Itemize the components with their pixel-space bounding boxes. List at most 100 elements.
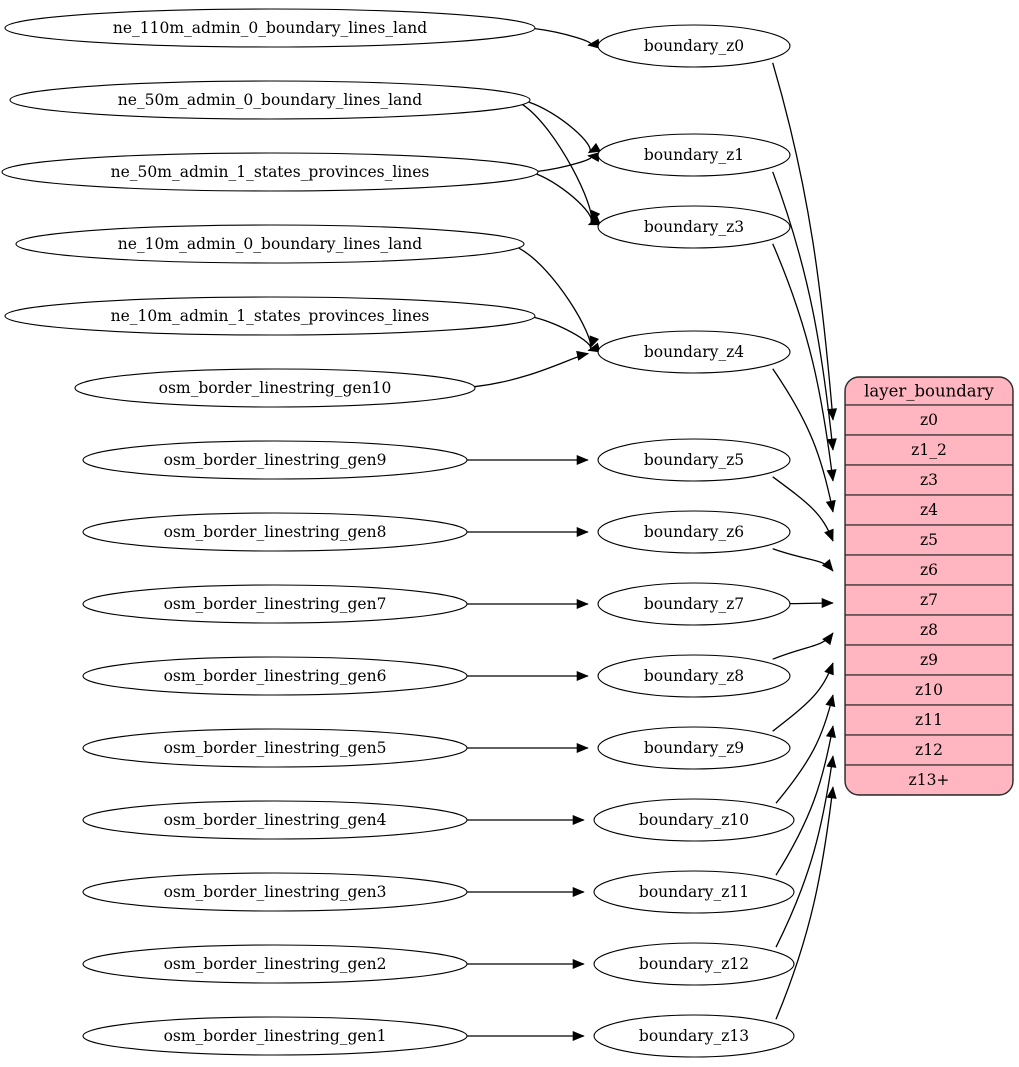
node-label: osm_border_linestring_gen9: [164, 451, 387, 469]
edge-path: [536, 173, 592, 226]
edge-path: [528, 101, 591, 154]
node-label: osm_border_linestring_gen4: [164, 811, 387, 829]
source-node[interactable]: ne_50m_admin_1_states_provinces_lines: [1, 152, 539, 192]
node-ellipse-shape: [82, 656, 468, 696]
edge-boundary-to-table-row: [772, 243, 837, 482]
edge-path: [772, 62, 834, 421]
intermediate-node[interactable]: boundary_z1: [597, 133, 791, 177]
intermediate-node[interactable]: boundary_z3: [597, 205, 791, 249]
source-node[interactable]: osm_border_linestring_gen1: [82, 1016, 468, 1056]
node-label: osm_border_linestring_gen5: [164, 739, 387, 757]
table-row[interactable]: [845, 434, 1013, 466]
node-label: osm_border_linestring_gen2: [164, 955, 387, 973]
node-ellipse-shape: [593, 1014, 795, 1058]
edge-boundary-to-table-row: [772, 632, 834, 660]
source-node[interactable]: osm_border_linestring_gen7: [82, 584, 468, 624]
intermediate-node[interactable]: boundary_z5: [597, 438, 791, 482]
edge-source-to-boundary: [467, 814, 585, 826]
source-node-layer: ne_110m_admin_0_boundary_lines_land ne_50…: [1, 8, 539, 1056]
source-node[interactable]: osm_border_linestring_gen2: [82, 944, 468, 984]
node-ellipse-shape: [597, 438, 791, 482]
edge-source-to-boundary: [466, 886, 585, 898]
node-ellipse-shape: [82, 944, 468, 984]
intermediate-node[interactable]: boundary_z13: [593, 1014, 795, 1058]
table-row-label: z3: [920, 471, 938, 489]
intermediate-node-layer: boundary_z0 boundary_z1 boundary_z3boundar…: [593, 24, 795, 1058]
node-ellipse-shape: [597, 330, 791, 374]
table-row[interactable]: [845, 674, 1013, 706]
edge-path: [772, 171, 834, 451]
node-ellipse-shape: [82, 1016, 468, 1056]
arrow-head-icon: [589, 335, 600, 349]
node-label: boundary_z3: [644, 218, 744, 236]
node-ellipse-shape: [82, 728, 468, 768]
table-row-label: z13+: [909, 771, 950, 789]
node-label: boundary_z6: [644, 523, 744, 541]
intermediate-node[interactable]: boundary_z12: [593, 942, 795, 986]
table-row-label: z7: [920, 591, 938, 609]
table-row[interactable]: [845, 734, 1013, 766]
intermediate-node[interactable]: boundary_z10: [593, 798, 795, 842]
table-row-label: z0: [920, 411, 938, 429]
source-node[interactable]: osm_border_linestring_gen10: [74, 368, 476, 408]
table-row[interactable]: [845, 764, 1013, 795]
edge-path: [775, 755, 834, 948]
table-row[interactable]: [845, 644, 1013, 676]
intermediate-node[interactable]: boundary_z8: [597, 654, 791, 698]
node-ellipse-shape: [15, 224, 525, 264]
intermediate-node[interactable]: boundary_z11: [593, 870, 795, 914]
intermediate-node[interactable]: boundary_z6: [597, 510, 791, 554]
edge-boundary-to-table-row: [775, 786, 837, 1020]
node-label: boundary_z5: [644, 451, 744, 469]
edge-source-to-boundary: [466, 670, 589, 682]
node-ellipse-shape: [82, 440, 468, 480]
node-label: boundary_z4: [644, 343, 744, 361]
node-label: boundary_z1: [644, 146, 744, 164]
edge-boundary-to-table-row: [772, 548, 834, 572]
edge-source-to-boundary: [534, 28, 600, 49]
node-label: osm_border_linestring_gen6: [164, 667, 387, 685]
node-label: boundary_z11: [639, 883, 749, 901]
node-ellipse-shape: [74, 368, 476, 408]
arrow-head-icon: [572, 1030, 585, 1042]
arrow-head-icon: [576, 526, 589, 538]
edge-boundary-to-table-row: [789, 597, 834, 609]
edge-boundary-to-table-row: [775, 694, 836, 804]
node-ellipse-shape: [593, 942, 795, 986]
arrow-head-icon: [826, 755, 837, 768]
node-label: osm_border_linestring_gen1: [164, 1027, 387, 1045]
table-row[interactable]: [845, 554, 1013, 586]
intermediate-node[interactable]: boundary_z4: [597, 330, 791, 374]
intermediate-node[interactable]: boundary_z0: [597, 24, 791, 68]
source-node[interactable]: ne_10m_admin_0_boundary_lines_land: [15, 224, 525, 264]
arrow-head-icon: [576, 598, 589, 610]
node-label: ne_10m_admin_0_boundary_lines_land: [118, 235, 422, 253]
source-node[interactable]: osm_border_linestring_gen8: [82, 512, 468, 552]
intermediate-node[interactable]: boundary_z9: [597, 726, 791, 770]
node-label: ne_110m_admin_0_boundary_lines_land: [113, 19, 427, 37]
source-node[interactable]: ne_50m_admin_0_boundary_lines_land: [9, 80, 531, 120]
source-node[interactable]: osm_border_linestring_gen4: [82, 800, 468, 840]
table-row[interactable]: [845, 704, 1013, 736]
node-ellipse-shape: [593, 798, 795, 842]
node-label: osm_border_linestring_gen8: [164, 523, 387, 541]
source-node[interactable]: ne_110m_admin_0_boundary_lines_land: [4, 8, 536, 48]
node-ellipse-shape: [597, 133, 791, 177]
intermediate-node[interactable]: boundary_z7: [597, 582, 791, 626]
table-row[interactable]: [845, 584, 1013, 616]
source-node[interactable]: ne_10m_admin_1_states_provinces_lines: [4, 296, 536, 336]
table-row[interactable]: [845, 464, 1013, 496]
table-row-label: z4: [920, 501, 938, 519]
source-node[interactable]: osm_border_linestring_gen9: [82, 440, 468, 480]
edge-source-to-boundary: [474, 350, 590, 388]
table-row-label: z1_2: [911, 441, 947, 459]
source-node[interactable]: osm_border_linestring_gen6: [82, 656, 468, 696]
node-ellipse-shape: [9, 80, 531, 120]
table-row[interactable]: [845, 524, 1013, 556]
table-row-label: z9: [920, 651, 938, 669]
source-node[interactable]: osm_border_linestring_gen5: [82, 728, 468, 768]
edge-source-to-boundary: [467, 1030, 585, 1042]
table-row[interactable]: [845, 614, 1013, 646]
source-node[interactable]: osm_border_linestring_gen3: [82, 872, 468, 912]
